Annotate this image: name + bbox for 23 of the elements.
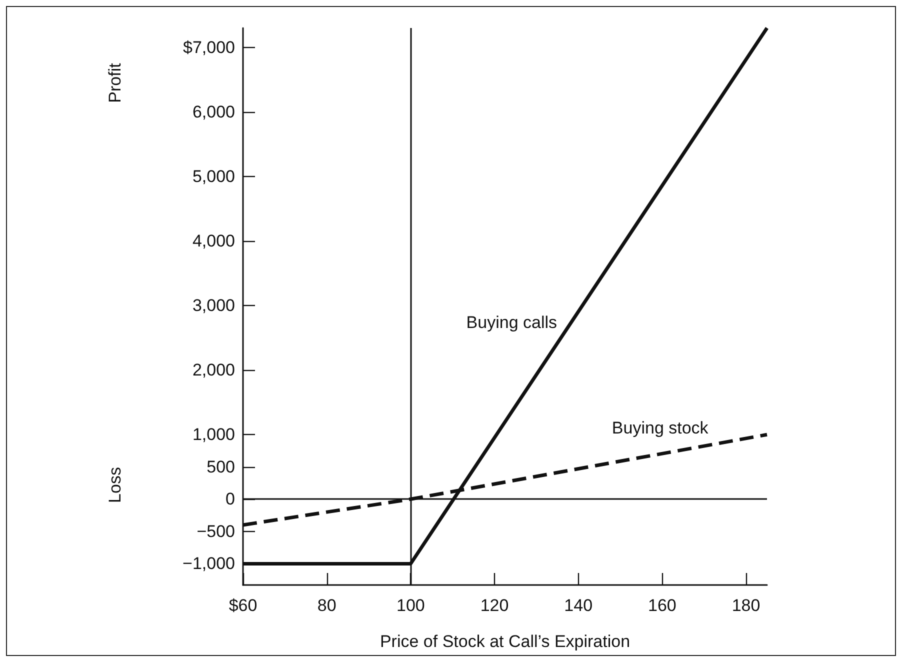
x-axis-title: Price of Stock at Call’s Expiration — [380, 632, 630, 651]
series-label: Buying calls — [466, 313, 558, 332]
y-tick-label: 6,000 — [192, 102, 235, 122]
y-tick-label: $7,000 — [183, 38, 235, 57]
y-tick-label: 3,000 — [192, 296, 235, 316]
y-tick-label: 4,000 — [192, 231, 235, 250]
text: Profit — [106, 62, 124, 103]
x-tick-label: 80 — [317, 596, 336, 615]
y-tick-label: −1,000 — [182, 554, 235, 574]
x-tick-label: 120 — [480, 596, 509, 615]
text: Loss — [106, 467, 124, 503]
y-tick-label: 500 — [206, 457, 235, 476]
x-tick-label: 140 — [564, 596, 593, 615]
y-tick-label: 2,000 — [192, 360, 235, 380]
x-tick-label: 100 — [396, 596, 425, 615]
x-tick-label: 180 — [732, 596, 760, 615]
x-tick-label: $60 — [228, 596, 258, 615]
y-tick-label: 1,000 — [192, 425, 235, 444]
y-tick-label: −500 — [196, 522, 235, 541]
y-tick-label: 5,000 — [192, 166, 235, 186]
y-tick-label: 0 — [226, 490, 235, 509]
x-tick-label: 160 — [648, 596, 676, 615]
series-label: Buying stock — [612, 418, 709, 438]
